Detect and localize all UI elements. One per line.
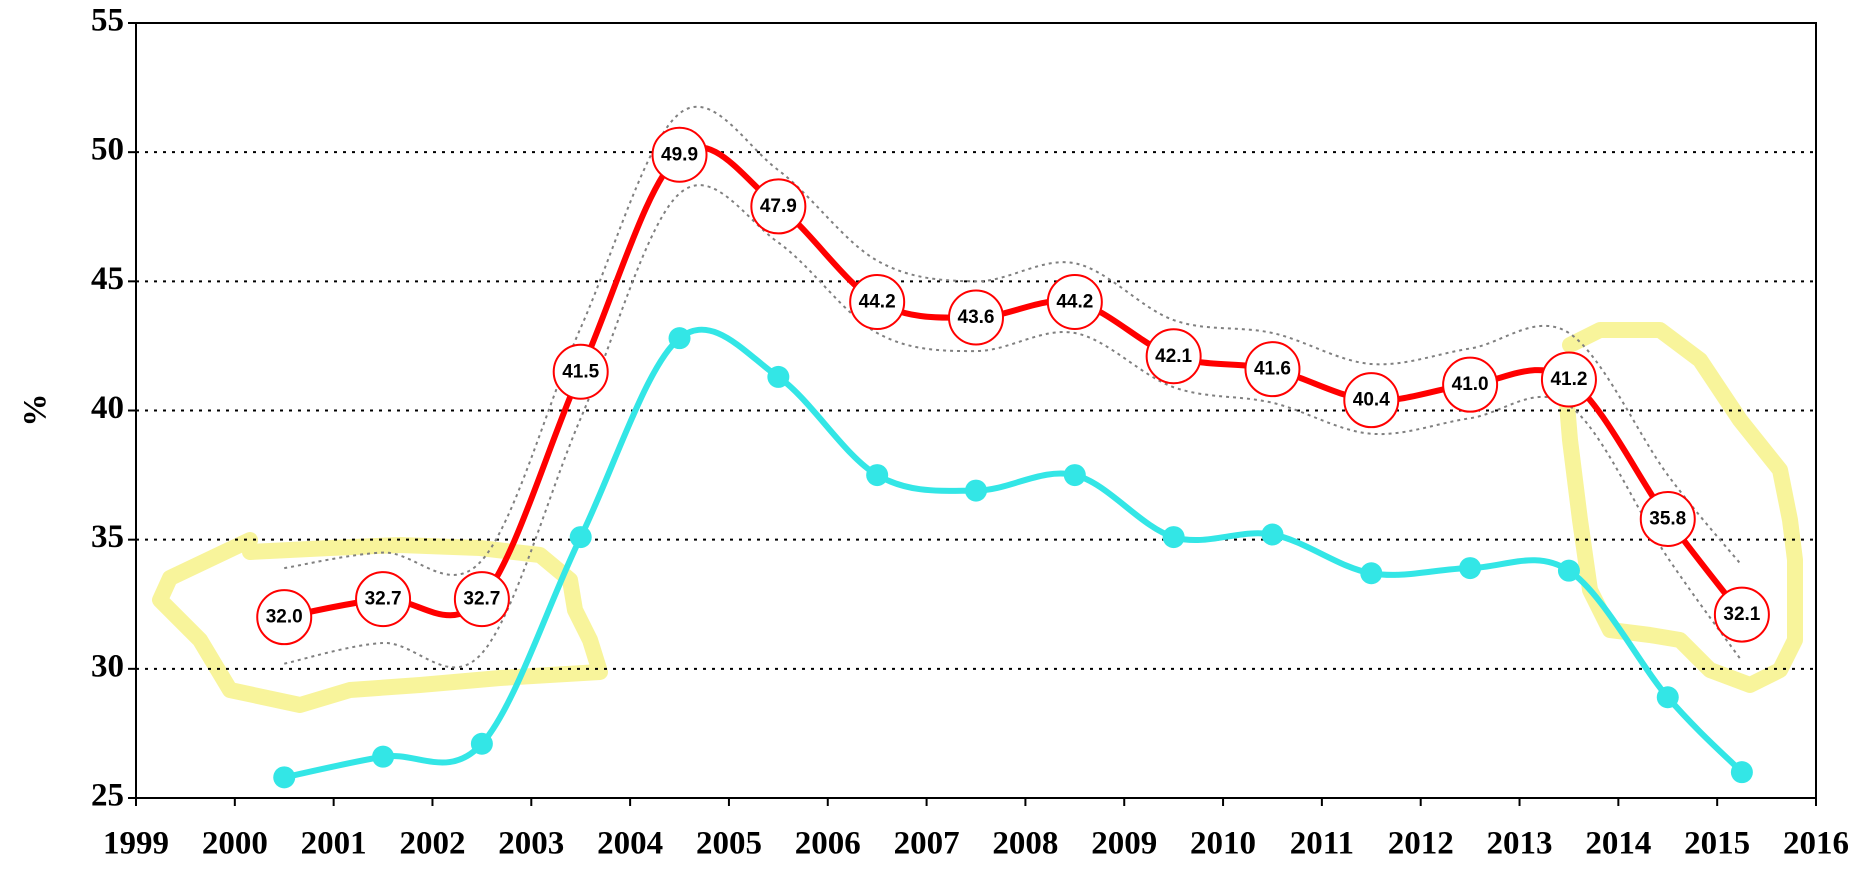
x-tick-label: 2005 [696, 826, 762, 862]
value-label: 44.2 [859, 292, 896, 313]
point-marker [1064, 464, 1086, 486]
value-label: 41.6 [1254, 359, 1291, 380]
x-tick-label: 2008 [992, 826, 1058, 862]
x-tick-label: 2002 [399, 826, 465, 862]
value-label: 41.2 [1550, 369, 1587, 390]
y-axis-label: % [18, 394, 54, 427]
value-label: 32.7 [365, 589, 402, 610]
point-marker [1558, 560, 1580, 582]
x-tick-label: 2007 [894, 826, 960, 862]
value-label: 32.7 [463, 589, 500, 610]
y-tick-label: 55 [91, 3, 124, 39]
y-tick-label: 45 [91, 261, 124, 297]
x-tick-label: 2003 [498, 826, 564, 862]
point-marker [570, 526, 592, 548]
point-marker [273, 766, 295, 788]
x-tick-label: 2013 [1487, 826, 1553, 862]
point-marker [866, 464, 888, 486]
point-marker [471, 733, 493, 755]
point-marker [1261, 524, 1283, 546]
point-marker [1657, 686, 1679, 708]
y-tick-label: 40 [91, 390, 124, 426]
x-tick-label: 2011 [1290, 826, 1354, 862]
point-marker [767, 366, 789, 388]
y-tick-label: 35 [91, 519, 124, 555]
value-label: 35.8 [1649, 509, 1686, 530]
x-tick-label: 2015 [1684, 826, 1750, 862]
x-tick-label: 2001 [301, 826, 367, 862]
value-label: 32.1 [1723, 604, 1760, 625]
value-label: 43.6 [958, 307, 995, 328]
chart: % 25 30 35 40 45 50 55 1999 2000 2001 2002 2003 2004… [0, 0, 1868, 875]
x-tick-label: 1999 [103, 826, 169, 862]
x-tick-label: 2014 [1585, 826, 1651, 862]
y-tick-label: 25 [91, 778, 124, 814]
point-marker [669, 327, 691, 349]
x-tick-label: 2010 [1190, 826, 1256, 862]
value-label: 49.9 [661, 144, 698, 165]
point-marker [372, 746, 394, 768]
y-tick-label: 30 [91, 648, 124, 684]
value-label: 47.9 [760, 196, 797, 217]
value-label: 32.0 [266, 607, 303, 628]
x-tick-label: 2004 [597, 826, 663, 862]
interval-line [284, 107, 1742, 575]
page: {"chart_data": {"type": "line", "y_label… [0, 0, 1868, 875]
point-marker [1360, 562, 1382, 584]
x-tick-label: 2016 [1783, 826, 1849, 862]
value-label: 41.0 [1452, 374, 1489, 395]
value-label: 42.1 [1155, 346, 1192, 367]
x-tick-label: 2006 [795, 826, 861, 862]
y-tick-label: 50 [91, 132, 124, 168]
x-tick-label: 2012 [1388, 826, 1454, 862]
point-marker [1163, 526, 1185, 548]
x-tick-label: 2000 [202, 826, 268, 862]
point-marker [965, 480, 987, 502]
value-label: 41.5 [562, 361, 599, 382]
point-marker [1459, 557, 1481, 579]
point-marker [1731, 761, 1753, 783]
value-label: 40.4 [1353, 390, 1390, 411]
x-tick-label: 2009 [1091, 826, 1157, 862]
value-label: 44.2 [1056, 292, 1093, 313]
